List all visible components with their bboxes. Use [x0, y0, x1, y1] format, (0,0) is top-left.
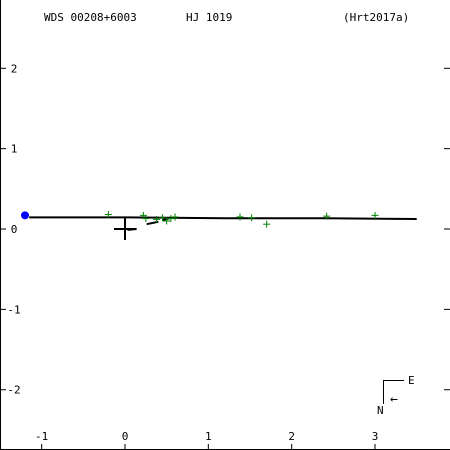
observation-point: [248, 214, 256, 222]
x-tick-label: -1: [35, 430, 48, 443]
primary-star-marker: [114, 218, 136, 241]
y-tick-label: 2: [11, 62, 18, 75]
observation-point: [263, 220, 271, 228]
x-tick-label: 3: [372, 430, 379, 443]
header-reference: (Hrt2017a): [343, 11, 409, 24]
y-tick-label: 1: [11, 143, 18, 156]
x-tick-label: 1: [205, 430, 212, 443]
observation-point: [236, 213, 244, 221]
observation-point: [171, 213, 179, 221]
x-tick-label: 0: [122, 430, 129, 443]
header-wds-id: WDS 00208+6003: [44, 11, 137, 24]
compass-arrow-icon: ←: [390, 392, 398, 407]
x-tick-label: 2: [288, 430, 295, 443]
observation-point: [159, 214, 166, 222]
observation-points: [104, 211, 379, 228]
axis-ticks: -1 0 1 2 3 -2 -1 0 1 2: [0, 62, 450, 450]
observation-point: [167, 215, 175, 223]
star-markers: [21, 211, 136, 241]
last-measure-dot: [21, 211, 29, 220]
y-tick-label: -2: [7, 384, 20, 397]
y-tick-label: 0: [11, 223, 18, 236]
observation-point: [142, 215, 150, 223]
compass-north-label: N: [377, 404, 384, 417]
residual-segments: [127, 216, 172, 231]
y-tick-label: -1: [7, 303, 20, 316]
observation-point: [163, 217, 171, 225]
observation-point: [104, 211, 112, 219]
header-star-name: HJ 1019: [186, 11, 232, 24]
orbit-line: [29, 216, 417, 220]
compass-rose: E N ←: [377, 374, 415, 417]
observation-point: [371, 211, 379, 219]
compass-east-label: E: [408, 374, 415, 387]
observation-point: [153, 215, 161, 223]
orbit-path: [29, 216, 417, 220]
observation-point: [323, 212, 331, 220]
